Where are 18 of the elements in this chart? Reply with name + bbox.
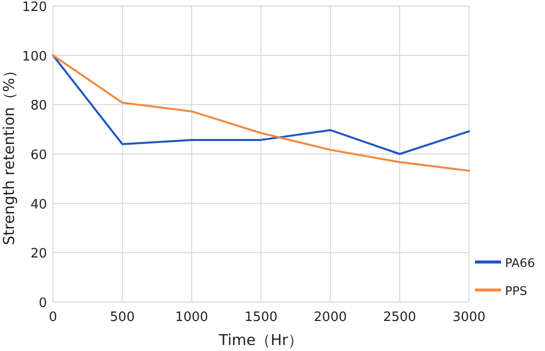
legend-label: PPS <box>505 284 528 298</box>
x-tick-label: 1000 <box>175 310 208 325</box>
y-tick-label: 100 <box>22 49 47 64</box>
y-tick-label: 80 <box>30 98 47 114</box>
x-tick-label: 2500 <box>383 310 416 325</box>
legend-label: PA66 <box>505 256 535 270</box>
y-tick-label: 0 <box>38 296 47 311</box>
x-axis-title: Time（Hr） <box>218 331 304 349</box>
y-tick-label: 20 <box>30 246 47 262</box>
y-axis-title: Strength retention（%） <box>0 62 18 246</box>
x-tick-label: 500 <box>110 310 135 325</box>
y-tick-label: 120 <box>22 0 47 15</box>
x-tick-label: 0 <box>48 310 58 325</box>
x-tick-label: 3000 <box>452 310 486 325</box>
y-tick-label: 60 <box>30 148 47 163</box>
x-tick-label: 1500 <box>244 310 278 325</box>
y-tick-label: 40 <box>30 197 47 212</box>
x-tick-label: 2000 <box>314 310 347 325</box>
